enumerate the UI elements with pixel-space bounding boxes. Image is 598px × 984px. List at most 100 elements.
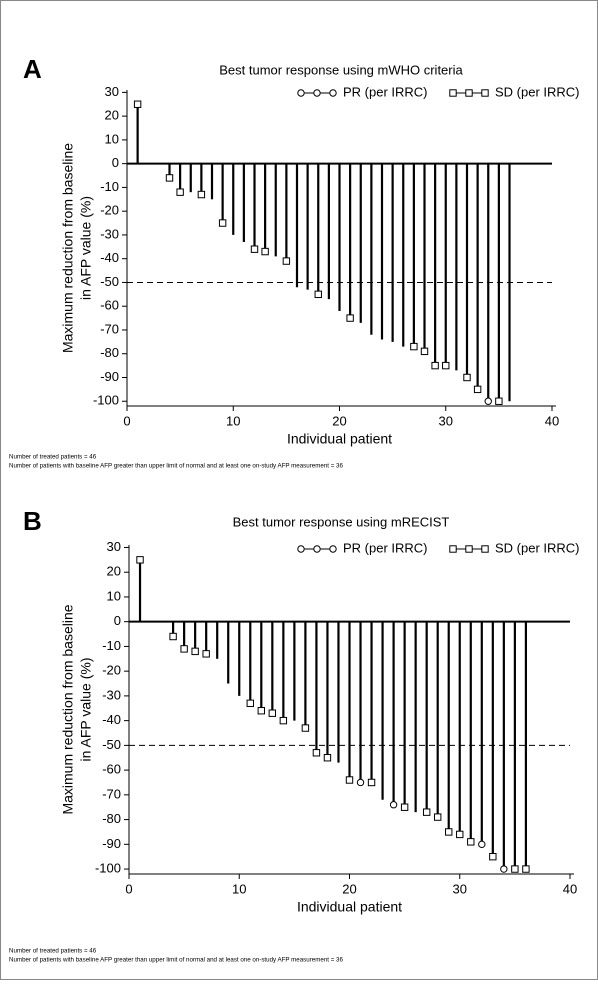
marker — [522, 865, 530, 873]
y-tick-label: 30 — [105, 84, 119, 99]
y-tick-label: -10 — [100, 179, 119, 194]
x-axis-label: Individual patient — [297, 899, 402, 915]
y-tick-label: 0 — [112, 155, 119, 170]
x-tick-label: 40 — [545, 413, 559, 428]
marker — [261, 247, 269, 256]
marker — [484, 397, 492, 405]
marker — [410, 342, 418, 351]
marker — [389, 801, 398, 809]
y-axis-label: in AFP value (%) — [78, 657, 94, 761]
y-tick-label: -90 — [102, 836, 121, 851]
y-axis-label: Maximum reduction from baseline — [60, 143, 76, 353]
y-axis-label: in AFP value (%) — [78, 196, 94, 300]
x-tick-label: 20 — [342, 881, 356, 896]
x-axis-label: Individual patient — [287, 431, 392, 447]
marker — [323, 754, 332, 762]
x-tick-label: 40 — [563, 881, 577, 896]
legend-marker — [481, 89, 489, 97]
legend-marker — [297, 89, 305, 97]
marker — [367, 778, 376, 787]
footnote: Number of patients with baseline AFP gre… — [9, 463, 343, 470]
y-tick-label: -10 — [102, 638, 121, 653]
marker — [422, 808, 431, 816]
legend-marker — [313, 89, 321, 97]
y-tick-label: -20 — [100, 203, 119, 218]
marker — [511, 865, 519, 873]
marker — [180, 645, 188, 653]
y-tick-label: 10 — [105, 131, 119, 146]
panel-letter: A — [23, 54, 42, 84]
marker — [197, 190, 206, 199]
marker — [400, 803, 409, 811]
marker — [420, 347, 429, 356]
legend-marker — [329, 545, 337, 553]
marker — [202, 650, 210, 658]
legend-label: PR (per IRRC) — [343, 540, 428, 555]
marker — [133, 100, 142, 108]
marker — [478, 840, 486, 849]
marker — [250, 245, 259, 253]
marker — [268, 709, 277, 717]
marker — [489, 852, 497, 861]
x-tick-label: 10 — [226, 413, 240, 428]
y-tick-label: 20 — [105, 108, 119, 123]
y-tick-label: -30 — [100, 226, 119, 241]
footnote: Number of treated patients = 46 — [9, 454, 97, 461]
y-tick-label: -100 — [95, 860, 121, 875]
y-tick-label: 30 — [107, 539, 121, 554]
marker — [356, 778, 365, 787]
legend-marker — [465, 545, 473, 553]
y-tick-label: -90 — [100, 369, 119, 384]
y-tick-label: -60 — [102, 762, 121, 777]
legend-marker — [449, 545, 457, 553]
legend-label: SD (per IRRC) — [495, 84, 580, 99]
chart-title: Best tumor response using mRECIST — [233, 514, 450, 529]
marker — [431, 361, 439, 370]
y-tick-label: -80 — [102, 811, 121, 826]
marker — [176, 188, 184, 196]
x-tick-label: 30 — [453, 881, 467, 896]
legend-marker — [313, 545, 321, 553]
marker — [169, 632, 177, 641]
marker — [495, 397, 503, 405]
x-tick-label: 20 — [332, 413, 346, 428]
legend-marker — [449, 89, 457, 97]
marker — [445, 828, 453, 836]
marker — [301, 724, 310, 732]
marker — [434, 813, 442, 821]
y-tick-label: -30 — [102, 687, 121, 702]
marker — [463, 373, 471, 382]
x-tick-label: 10 — [232, 881, 246, 896]
y-tick-label: 20 — [107, 564, 121, 579]
marker — [312, 749, 321, 757]
y-tick-label: -20 — [102, 663, 121, 678]
y-tick-label: -70 — [100, 321, 119, 336]
footnote: Number of patients with baseline AFP gre… — [9, 957, 343, 964]
y-tick-label: -60 — [100, 298, 119, 313]
y-tick-label: -40 — [100, 250, 119, 265]
chart-title: Best tumor response using mWHO criteria — [219, 62, 463, 77]
y-tick-label: 10 — [107, 588, 121, 603]
marker — [346, 314, 354, 322]
marker — [500, 865, 508, 873]
y-tick-label: -50 — [100, 274, 119, 289]
marker — [279, 716, 288, 725]
marker — [467, 838, 475, 846]
x-tick-label: 0 — [123, 413, 130, 428]
y-tick-label: -100 — [93, 393, 119, 408]
footnote: Number of treated patients = 46 — [9, 948, 97, 955]
legend-marker — [329, 89, 337, 97]
marker — [136, 556, 144, 564]
y-tick-label: -70 — [102, 786, 121, 801]
marker — [456, 830, 464, 839]
marker — [314, 290, 322, 299]
panel-letter: B — [23, 506, 42, 536]
marker — [282, 257, 291, 265]
marker — [442, 361, 450, 370]
marker — [257, 707, 266, 715]
legend-marker — [481, 545, 489, 553]
marker — [191, 647, 199, 656]
marker — [246, 699, 254, 708]
